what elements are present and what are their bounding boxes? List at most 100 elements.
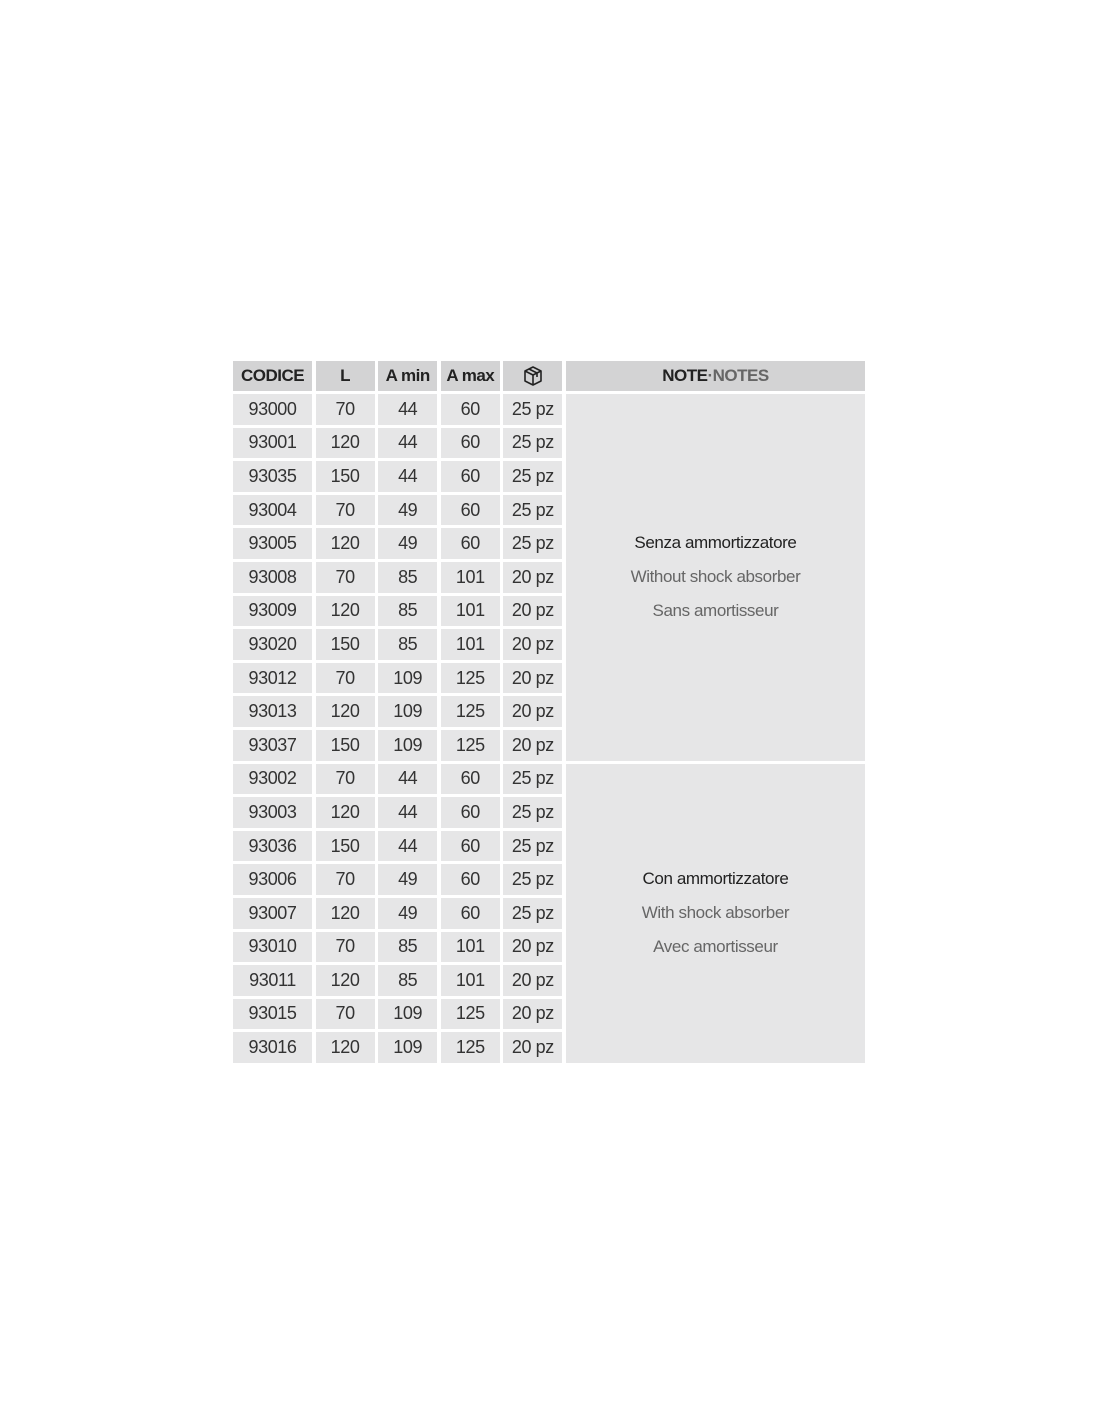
cell-package: 25 pz <box>503 763 563 795</box>
cell-l: 70 <box>315 394 375 425</box>
cell-codice: 93000 <box>233 394 312 425</box>
cell-codice: 93006 <box>233 864 312 895</box>
cell-package: 25 pz <box>503 830 563 862</box>
header-note-it: NOTE <box>662 366 708 385</box>
cell-package: 25 pz <box>503 528 563 559</box>
cell-codice: 93036 <box>233 830 312 862</box>
cell-a-max: 101 <box>440 561 500 593</box>
cell-package: 25 pz <box>503 427 563 459</box>
cell-l: 70 <box>315 561 375 593</box>
cell-a-max: 60 <box>440 494 500 526</box>
header-separator: · <box>707 366 713 385</box>
cell-a-min: 85 <box>378 595 438 627</box>
cell-codice: 93001 <box>233 427 312 459</box>
cell-package: 25 pz <box>503 494 563 526</box>
cell-a-min: 109 <box>378 1032 438 1063</box>
cell-package: 25 pz <box>503 797 563 828</box>
cell-l: 70 <box>315 864 375 895</box>
cell-l: 120 <box>315 1032 375 1063</box>
cell-a-max: 60 <box>440 427 500 459</box>
cell-a-max: 60 <box>440 864 500 895</box>
cell-l: 70 <box>315 763 375 795</box>
cell-a-min: 44 <box>378 763 438 795</box>
cell-codice: 93005 <box>233 528 312 559</box>
cell-a-min: 85 <box>378 965 438 996</box>
box-icon <box>524 366 542 386</box>
note-en: With shock absorber <box>641 903 790 923</box>
cell-package: 25 pz <box>503 864 563 895</box>
cell-codice: 93035 <box>233 461 312 492</box>
cell-codice: 93007 <box>233 897 312 929</box>
cell-a-max: 60 <box>440 897 500 929</box>
cell-a-min: 109 <box>378 998 438 1030</box>
cell-codice: 93013 <box>233 696 312 727</box>
cell-codice: 93008 <box>233 561 312 593</box>
cell-l: 120 <box>315 897 375 929</box>
cell-a-max: 101 <box>440 931 500 963</box>
notes-cell: Senza ammortizzatore Without shock absorb… <box>565 394 865 761</box>
cell-l: 150 <box>315 629 375 660</box>
cell-a-min: 109 <box>378 729 438 761</box>
header-a-max: A max <box>440 361 500 391</box>
cell-l: 120 <box>315 427 375 459</box>
cell-codice: 93015 <box>233 998 312 1030</box>
cell-a-max: 101 <box>440 965 500 996</box>
cell-package: 25 pz <box>503 461 563 492</box>
cell-a-max: 60 <box>440 394 500 425</box>
cell-package: 20 pz <box>503 931 563 963</box>
header-codice: CODICE <box>233 361 312 391</box>
cell-a-max: 60 <box>440 461 500 492</box>
cell-a-min: 109 <box>378 696 438 727</box>
notes-cell: Con ammortizzatore With shock absorber Ave… <box>565 763 865 1063</box>
cell-codice: 93004 <box>233 494 312 526</box>
cell-package: 20 pz <box>503 729 563 761</box>
cell-a-min: 44 <box>378 830 438 862</box>
cell-codice: 93020 <box>233 629 312 660</box>
cell-a-max: 60 <box>440 763 500 795</box>
cell-package: 25 pz <box>503 394 563 425</box>
header-note-en: NOTES <box>712 366 770 385</box>
cell-a-max: 60 <box>440 797 500 828</box>
cell-a-min: 49 <box>378 864 438 895</box>
cell-a-max: 60 <box>440 830 500 862</box>
cell-package: 25 pz <box>503 897 563 929</box>
cell-a-max: 125 <box>440 998 500 1030</box>
cell-a-min: 44 <box>378 461 438 492</box>
cell-a-min: 49 <box>378 528 438 559</box>
cell-package: 20 pz <box>503 629 563 660</box>
cell-package: 20 pz <box>503 561 563 593</box>
cell-l: 120 <box>315 965 375 996</box>
cell-l: 120 <box>315 797 375 828</box>
cell-package: 20 pz <box>503 998 563 1030</box>
cell-a-max: 60 <box>440 528 500 559</box>
cell-l: 150 <box>315 461 375 492</box>
note-fr: Avec amortisseur <box>653 937 778 957</box>
cell-l: 120 <box>315 696 375 727</box>
cell-l: 70 <box>315 998 375 1030</box>
cell-codice: 93016 <box>233 1032 312 1063</box>
cell-codice: 93011 <box>233 965 312 996</box>
cell-codice: 93003 <box>233 797 312 828</box>
cell-a-min: 109 <box>378 662 438 694</box>
cell-l: 70 <box>315 662 375 694</box>
cell-a-max: 101 <box>440 629 500 660</box>
cell-a-max: 125 <box>440 729 500 761</box>
cell-l: 120 <box>315 528 375 559</box>
header-package <box>503 361 563 391</box>
header-l: L <box>315 361 375 391</box>
cell-codice: 93002 <box>233 763 312 795</box>
cell-a-max: 101 <box>440 595 500 627</box>
cell-package: 20 pz <box>503 595 563 627</box>
cell-package: 20 pz <box>503 662 563 694</box>
cell-l: 70 <box>315 931 375 963</box>
cell-a-min: 85 <box>378 931 438 963</box>
cell-a-max: 125 <box>440 696 500 727</box>
cell-a-max: 125 <box>440 1032 500 1063</box>
cell-codice: 93037 <box>233 729 312 761</box>
cell-a-min: 44 <box>378 797 438 828</box>
note-en: Without shock absorber <box>630 567 801 587</box>
note-it: Con ammortizzatore <box>642 869 789 889</box>
cell-l: 70 <box>315 494 375 526</box>
cell-a-max: 125 <box>440 662 500 694</box>
note-it: Senza ammortizzatore <box>634 533 797 553</box>
